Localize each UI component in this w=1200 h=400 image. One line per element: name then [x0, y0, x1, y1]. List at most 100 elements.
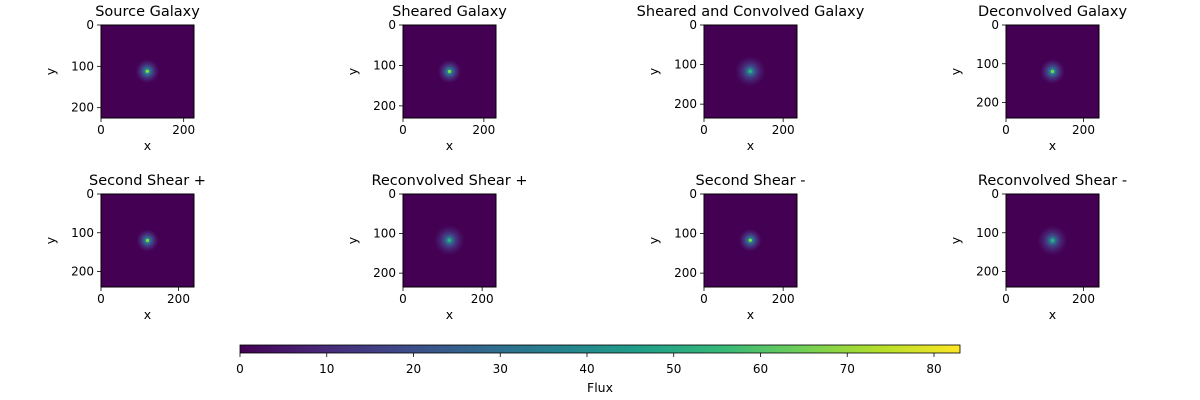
x-tick-label: 0	[700, 123, 708, 137]
x-tick-label: 0	[399, 123, 407, 137]
y-tick-label: 0	[689, 18, 697, 32]
y-tick-label: 200	[674, 266, 697, 280]
colorbar-tick-label: 10	[319, 362, 334, 376]
colorbar-label: Flux	[587, 380, 613, 395]
x-tick-label: 200	[772, 123, 795, 137]
x-tick-label: 0	[97, 292, 105, 306]
x-tick-label: 0	[1002, 123, 1010, 137]
axes-frame	[1005, 193, 1100, 288]
galaxy-core	[447, 69, 452, 74]
y-tick-label: 100	[674, 58, 697, 72]
x-axis-label: x	[1049, 138, 1056, 153]
colorbar-tick-label: 40	[579, 362, 594, 376]
colorbar-tick-label: 70	[840, 362, 855, 376]
axes-frame	[1005, 24, 1100, 119]
y-tick-label: 0	[991, 18, 999, 32]
x-axis-label: x	[747, 138, 754, 153]
x-tick-label: 200	[772, 292, 795, 306]
panel-title: Sheared Galaxy	[392, 4, 507, 20]
y-tick-label: 100	[976, 226, 999, 240]
y-tick-label: 200	[674, 97, 697, 111]
galaxy-core	[1050, 69, 1055, 74]
y-axis-label: y	[646, 67, 661, 75]
x-tick-label: 200	[172, 123, 195, 137]
y-tick-label: 0	[388, 187, 396, 201]
y-tick-label: 200	[373, 266, 396, 280]
galaxy-core	[748, 69, 752, 73]
y-axis-label: y	[43, 236, 58, 244]
y-tick-label: 100	[71, 226, 94, 240]
y-tick-label: 100	[373, 227, 396, 241]
y-axis-label: y	[646, 236, 661, 244]
y-tick-label: 100	[674, 227, 697, 241]
colorbar-gradient	[239, 344, 961, 354]
y-tick-label: 0	[689, 187, 697, 201]
colorbar-tick-label: 50	[666, 362, 681, 376]
y-tick-label: 100	[373, 58, 396, 72]
y-tick-label: 0	[86, 187, 94, 201]
galaxy-core	[145, 238, 150, 243]
x-tick-label: 200	[1072, 292, 1095, 306]
y-tick-label: 200	[373, 99, 396, 113]
y-tick-label: 100	[71, 59, 94, 73]
x-tick-label: 200	[1072, 123, 1095, 137]
galaxy-core	[447, 238, 451, 242]
y-axis-label: y	[345, 67, 360, 75]
y-axis-label: y	[345, 236, 360, 244]
panel-title: Sheared and Convolved Galaxy	[637, 4, 865, 20]
colorbar-tick-label: 30	[493, 362, 508, 376]
x-tick-label: 0	[700, 292, 708, 306]
colorbar: 0 10 20 30 40 50 60 70 80 Flux	[236, 344, 961, 395]
y-tick-label: 200	[976, 96, 999, 110]
panel-title: Second Shear -	[696, 173, 806, 189]
panel-title: Source Galaxy	[95, 4, 200, 20]
x-axis-label: x	[144, 307, 151, 322]
panel-title: Reconvolved Shear +	[371, 173, 527, 189]
y-tick-label: 0	[86, 18, 94, 32]
colorbar-tick-label: 60	[753, 362, 768, 376]
panel-title: Second Shear +	[89, 173, 206, 189]
x-axis-label: x	[1049, 307, 1056, 322]
colorbar-tick-label: 20	[406, 362, 421, 376]
y-axis-label: y	[948, 67, 963, 75]
y-axis-label: y	[948, 236, 963, 244]
colorbar-tick-label: 80	[926, 362, 941, 376]
y-tick-label: 200	[71, 101, 94, 115]
x-tick-label: 200	[472, 123, 495, 137]
y-tick-label: 0	[991, 187, 999, 201]
y-axis-label: y	[43, 67, 58, 75]
x-tick-label: 200	[167, 292, 190, 306]
axes-frame	[100, 24, 195, 119]
panel-title: Deconvolved Galaxy	[978, 4, 1128, 20]
x-tick-label: 0	[97, 123, 105, 137]
x-tick-label: 0	[399, 292, 407, 306]
x-axis-label: x	[446, 138, 453, 153]
axes-frame	[703, 24, 798, 119]
y-tick-label: 200	[71, 265, 94, 279]
y-tick-label: 100	[976, 57, 999, 71]
axes-frame	[402, 193, 497, 288]
x-axis-label: x	[144, 138, 151, 153]
galaxy-core	[145, 69, 149, 73]
axes-frame	[402, 24, 497, 119]
x-axis-label: x	[446, 307, 453, 322]
axes-frame	[100, 193, 195, 288]
galaxy-core	[748, 238, 752, 242]
x-axis-label: x	[747, 307, 754, 322]
y-tick-label: 200	[976, 265, 999, 279]
galaxy-core	[1050, 238, 1055, 243]
panel-title: Reconvolved Shear -	[978, 173, 1127, 189]
y-tick-label: 0	[388, 18, 396, 32]
axes-frame	[703, 193, 798, 288]
colorbar-tick-label: 0	[236, 362, 244, 376]
